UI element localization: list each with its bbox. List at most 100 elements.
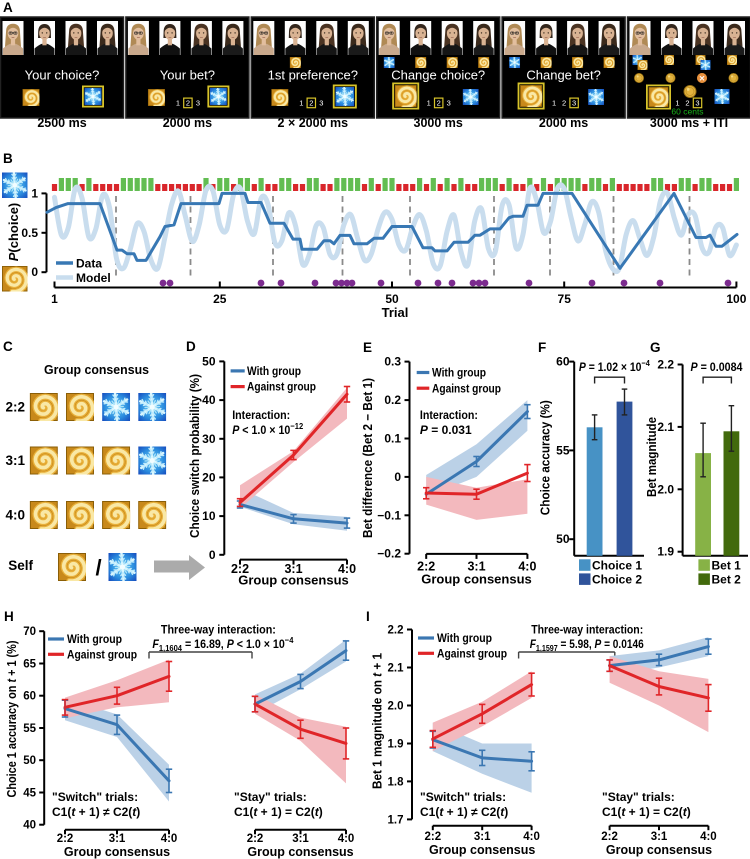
svg-text:Change choice?: Change choice? — [391, 68, 485, 83]
svg-text:1: 1 — [675, 99, 679, 108]
svg-text:1: 1 — [31, 186, 38, 200]
svg-text:40: 40 — [202, 393, 216, 407]
svg-text:B: B — [3, 151, 13, 166]
svg-text:2: 2 — [562, 99, 566, 108]
svg-text:2000 ms: 2000 ms — [163, 116, 212, 130]
svg-text:2:2: 2:2 — [5, 400, 25, 415]
svg-text:3: 3 — [319, 99, 323, 108]
svg-text:Interaction:: Interaction: — [232, 408, 290, 422]
svg-text:75: 75 — [558, 292, 572, 306]
svg-text:50: 50 — [202, 354, 216, 368]
svg-text:C: C — [3, 339, 13, 354]
svg-text:3:1: 3:1 — [474, 831, 491, 843]
svg-text:1: 1 — [427, 99, 431, 108]
svg-text:−0.2: −0.2 — [377, 547, 401, 561]
svg-text:Bet 1: Bet 1 — [712, 559, 742, 573]
svg-text:Group consensus: Group consensus — [421, 572, 532, 587]
svg-text:0.3: 0.3 — [384, 355, 401, 369]
svg-text:F1,1597 = 5.98, P = 0.0146: F1,1597 = 5.98, P = 0.0146 — [530, 637, 644, 653]
svg-text:/: / — [95, 555, 101, 580]
svg-text:Against group: Against group — [437, 646, 507, 660]
svg-text:P = 1.02 × 10−4: P = 1.02 × 10−4 — [579, 358, 650, 374]
svg-text:2:2: 2:2 — [424, 831, 441, 843]
svg-text:1.9: 1.9 — [388, 739, 404, 751]
svg-text:2: 2 — [309, 99, 313, 108]
svg-text:1: 1 — [51, 292, 58, 306]
svg-text:Three-way interaction:: Three-way interaction: — [161, 623, 276, 637]
svg-text:2.0: 2.0 — [388, 701, 404, 713]
svg-text:2: 2 — [685, 99, 689, 108]
svg-text:"Switch" trials:: "Switch" trials: — [52, 790, 138, 804]
svg-text:4:0: 4:0 — [338, 562, 356, 576]
svg-text:2.1: 2.1 — [657, 420, 674, 434]
svg-text:Data: Data — [76, 257, 102, 271]
svg-text:Choice accuracy (%): Choice accuracy (%) — [539, 400, 553, 515]
svg-text:2:2: 2:2 — [57, 833, 74, 845]
svg-text:C1(t + 1) ≠ C2(t): C1(t + 1) ≠ C2(t) — [52, 805, 140, 819]
svg-text:Group consensus: Group consensus — [247, 845, 353, 859]
svg-text:Against group: Against group — [432, 381, 501, 395]
svg-text:0: 0 — [31, 265, 38, 279]
svg-text:Group consensus: Group consensus — [606, 843, 712, 857]
svg-text:F1,1604 = 16.89, P < 1.0 × 10−: F1,1604 = 16.89, P < 1.0 × 10−4 — [152, 635, 293, 653]
svg-text:3: 3 — [196, 99, 200, 108]
svg-text:Choice 1: Choice 1 — [592, 559, 642, 573]
svg-text:Choice 2: Choice 2 — [592, 573, 642, 587]
svg-text:Group consensus: Group consensus — [429, 843, 535, 857]
svg-text:1: 1 — [176, 99, 180, 108]
svg-text:4:0: 4:0 — [161, 833, 178, 845]
svg-text:30: 30 — [202, 432, 216, 446]
svg-text:3:1: 3:1 — [284, 562, 302, 576]
svg-text:1st preference?: 1st preference? — [268, 68, 358, 83]
svg-text:4:0: 4:0 — [518, 560, 536, 574]
svg-text:4:0: 4:0 — [523, 831, 540, 843]
svg-text:2.2: 2.2 — [657, 358, 674, 372]
svg-text:4:0: 4:0 — [700, 831, 717, 843]
svg-text:C1(t + 1) = C2(t): C1(t + 1) = C2(t) — [602, 805, 691, 819]
svg-text:3: 3 — [572, 99, 576, 108]
svg-text:0.5: 0.5 — [21, 226, 38, 240]
svg-text:3: 3 — [447, 99, 451, 108]
svg-text:P = 0.0084: P = 0.0084 — [691, 360, 743, 374]
svg-text:With group: With group — [432, 366, 486, 380]
svg-text:"Switch" trials:: "Switch" trials: — [420, 790, 506, 804]
svg-text:2.2: 2.2 — [388, 625, 404, 637]
svg-text:"Stay" trials:: "Stay" trials: — [602, 790, 675, 804]
svg-text:Bet difference (Bet 2 − Bet 1): Bet difference (Bet 2 − Bet 1) — [361, 378, 375, 538]
svg-text:Against group: Against group — [67, 647, 137, 661]
svg-text:C1(t + 1) = C2(t): C1(t + 1) = C2(t) — [234, 805, 323, 819]
svg-text:H: H — [4, 609, 14, 624]
svg-text:0.2: 0.2 — [384, 393, 401, 407]
svg-text:60: 60 — [23, 691, 36, 703]
svg-text:2:2: 2:2 — [247, 833, 264, 845]
svg-text:G: G — [650, 340, 661, 355]
svg-text:Three-way interaction:: Three-way interaction: — [531, 623, 643, 637]
svg-text:2500 ms: 2500 ms — [37, 116, 86, 130]
svg-text:65: 65 — [23, 659, 36, 671]
svg-text:E: E — [363, 340, 372, 355]
svg-text:40: 40 — [23, 820, 36, 832]
svg-text:45: 45 — [23, 788, 36, 800]
svg-text:2.0: 2.0 — [657, 482, 674, 496]
svg-text:Choice 1 accuracy on t + 1 (%): Choice 1 accuracy on t + 1 (%) — [5, 641, 19, 798]
svg-text:25: 25 — [213, 292, 227, 306]
svg-text:1.8: 1.8 — [388, 776, 405, 788]
svg-text:70: 70 — [23, 626, 36, 638]
svg-text:Group consensus: Group consensus — [44, 362, 149, 377]
svg-text:"Stay" trials:: "Stay" trials: — [234, 790, 307, 804]
svg-text:A: A — [3, 0, 13, 15]
svg-text:C1(t + 1) ≠ C2(t): C1(t + 1) ≠ C2(t) — [420, 805, 508, 819]
svg-text:Bet magnitude: Bet magnitude — [645, 417, 659, 497]
svg-text:4:0: 4:0 — [338, 833, 355, 845]
svg-text:Model: Model — [76, 271, 111, 285]
svg-text:With group: With group — [437, 631, 492, 645]
svg-text:3:1: 3:1 — [5, 453, 25, 468]
svg-text:Bet 1 magnitude on t + 1: Bet 1 magnitude on t + 1 — [371, 653, 385, 789]
svg-text:3:1: 3:1 — [467, 560, 485, 574]
svg-text:3:1: 3:1 — [651, 831, 668, 843]
svg-text:Self: Self — [8, 558, 33, 573]
svg-text:D: D — [186, 339, 196, 354]
svg-text:2: 2 — [186, 99, 190, 108]
svg-text:I: I — [366, 609, 370, 624]
svg-text:55: 55 — [23, 723, 36, 735]
